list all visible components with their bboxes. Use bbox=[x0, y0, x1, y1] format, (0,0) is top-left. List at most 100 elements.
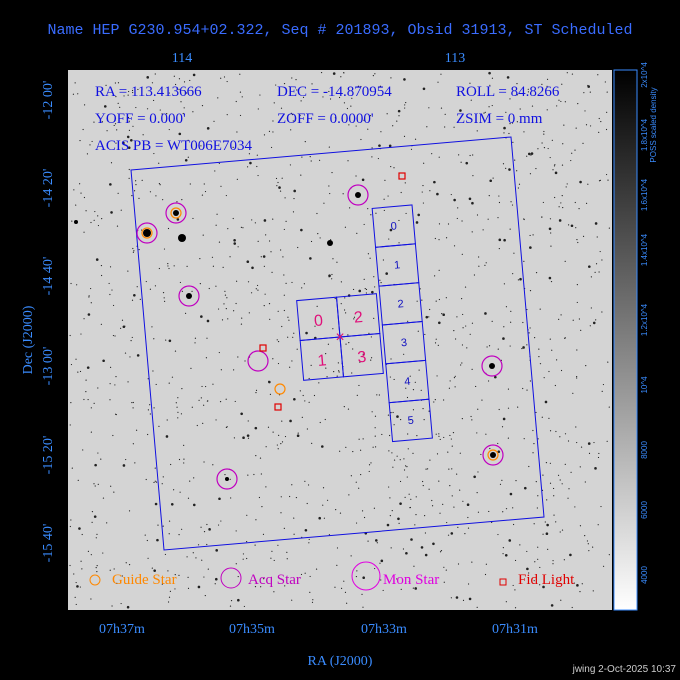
star bbox=[397, 517, 400, 521]
star bbox=[371, 156, 373, 158]
star bbox=[343, 309, 346, 311]
star bbox=[239, 73, 241, 75]
star bbox=[97, 483, 99, 486]
star bbox=[553, 514, 555, 516]
star bbox=[75, 204, 77, 206]
star bbox=[192, 111, 194, 113]
star bbox=[519, 108, 521, 110]
star bbox=[523, 131, 525, 133]
star bbox=[289, 419, 292, 423]
star bbox=[227, 318, 229, 320]
star bbox=[462, 599, 465, 601]
star bbox=[220, 369, 222, 371]
star bbox=[178, 534, 180, 536]
star bbox=[151, 567, 153, 569]
star bbox=[374, 286, 376, 288]
star bbox=[132, 247, 134, 250]
star bbox=[251, 219, 253, 221]
star bbox=[277, 544, 279, 546]
star bbox=[471, 419, 473, 421]
star bbox=[316, 305, 318, 307]
bright-star bbox=[186, 293, 192, 299]
star bbox=[602, 565, 605, 567]
star bbox=[79, 183, 81, 185]
star bbox=[183, 107, 185, 109]
star bbox=[277, 181, 279, 184]
star bbox=[328, 534, 331, 536]
star bbox=[215, 285, 217, 287]
star bbox=[511, 204, 514, 206]
star bbox=[120, 602, 122, 605]
star bbox=[415, 496, 417, 498]
star bbox=[465, 325, 467, 327]
star bbox=[217, 524, 220, 526]
star bbox=[451, 495, 453, 497]
star bbox=[523, 486, 527, 490]
star bbox=[594, 467, 597, 470]
star bbox=[509, 492, 513, 496]
star bbox=[563, 124, 565, 126]
star bbox=[254, 586, 257, 588]
star bbox=[505, 306, 508, 308]
star bbox=[440, 73, 442, 75]
star bbox=[211, 256, 214, 258]
star bbox=[344, 591, 347, 593]
star bbox=[97, 224, 100, 227]
star bbox=[224, 474, 226, 476]
star bbox=[389, 497, 391, 499]
star bbox=[225, 194, 227, 197]
star bbox=[584, 110, 586, 112]
star bbox=[235, 530, 237, 532]
star bbox=[153, 338, 155, 340]
star bbox=[462, 500, 464, 502]
star bbox=[70, 282, 72, 285]
star bbox=[281, 441, 284, 443]
star bbox=[408, 581, 410, 583]
star bbox=[301, 416, 303, 418]
star bbox=[447, 451, 449, 453]
star bbox=[459, 489, 461, 491]
star bbox=[398, 115, 400, 117]
star bbox=[447, 534, 450, 536]
star bbox=[566, 183, 568, 185]
star bbox=[115, 375, 117, 378]
star bbox=[558, 99, 560, 101]
star bbox=[138, 197, 140, 199]
star bbox=[535, 167, 537, 170]
star bbox=[423, 419, 425, 421]
bright-star bbox=[173, 210, 179, 216]
star bbox=[325, 367, 327, 369]
star bbox=[487, 380, 490, 382]
star bbox=[350, 555, 352, 557]
star bbox=[234, 400, 236, 403]
star bbox=[145, 280, 147, 283]
star bbox=[561, 529, 564, 531]
star bbox=[526, 389, 528, 391]
star bbox=[515, 480, 517, 482]
star bbox=[571, 152, 573, 154]
star bbox=[290, 112, 292, 114]
star bbox=[135, 184, 137, 186]
star bbox=[352, 450, 354, 453]
star bbox=[382, 589, 384, 592]
star bbox=[262, 578, 265, 580]
acis-s-chip-label: 5 bbox=[407, 415, 414, 427]
star bbox=[484, 264, 486, 267]
star bbox=[557, 474, 560, 476]
star bbox=[445, 237, 448, 239]
star bbox=[270, 251, 272, 253]
star bbox=[476, 492, 478, 494]
star bbox=[146, 539, 148, 542]
star bbox=[456, 217, 458, 220]
star bbox=[588, 265, 591, 268]
star bbox=[529, 380, 532, 382]
star bbox=[371, 411, 373, 413]
star bbox=[251, 266, 254, 270]
star bbox=[367, 540, 369, 542]
star bbox=[458, 154, 460, 156]
star bbox=[168, 382, 170, 384]
star bbox=[356, 232, 358, 235]
star bbox=[554, 384, 556, 387]
star bbox=[483, 112, 485, 114]
star bbox=[598, 271, 600, 273]
